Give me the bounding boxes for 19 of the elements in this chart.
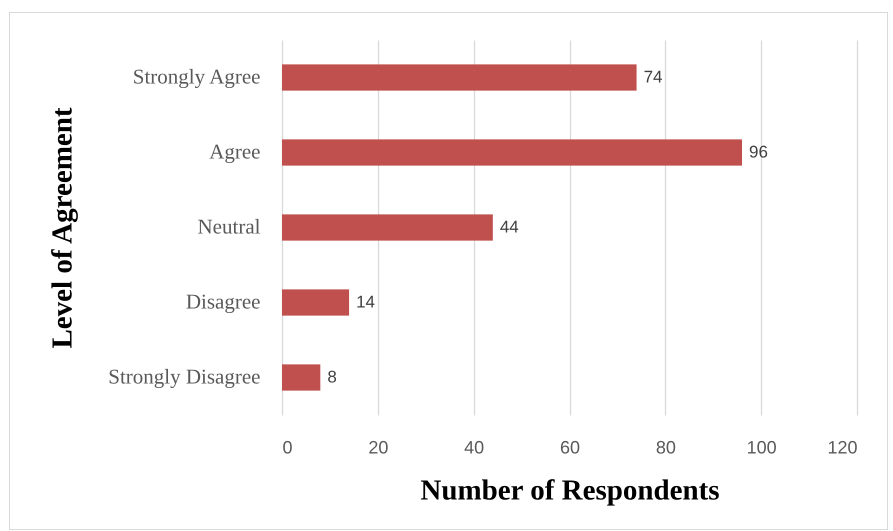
- x-tick-label: 40: [464, 438, 484, 458]
- y-tick-label: Agree: [209, 140, 260, 164]
- y-tick-label: Disagree: [186, 290, 260, 314]
- y-axis-title: Level of Agreement: [46, 107, 78, 349]
- x-tick-label: 0: [282, 438, 293, 458]
- data-label: 74: [644, 68, 663, 86]
- x-tick-label: 20: [368, 438, 388, 458]
- data-label: 44: [500, 218, 519, 236]
- x-tick-label: 80: [656, 438, 676, 458]
- x-tick-label: 100: [746, 438, 777, 458]
- x-axis-title: Number of Respondents: [420, 474, 720, 506]
- x-tick-label: 60: [560, 438, 580, 458]
- y-tick-label: Strongly Agree: [132, 64, 260, 88]
- y-tick-label: Strongly Disagree: [108, 364, 260, 388]
- data-label: 14: [356, 292, 376, 312]
- data-label: 8: [327, 368, 337, 386]
- data-label: 96: [749, 142, 768, 162]
- x-tick-label: 120: [827, 438, 858, 458]
- y-tick-label: Neutral: [198, 214, 261, 238]
